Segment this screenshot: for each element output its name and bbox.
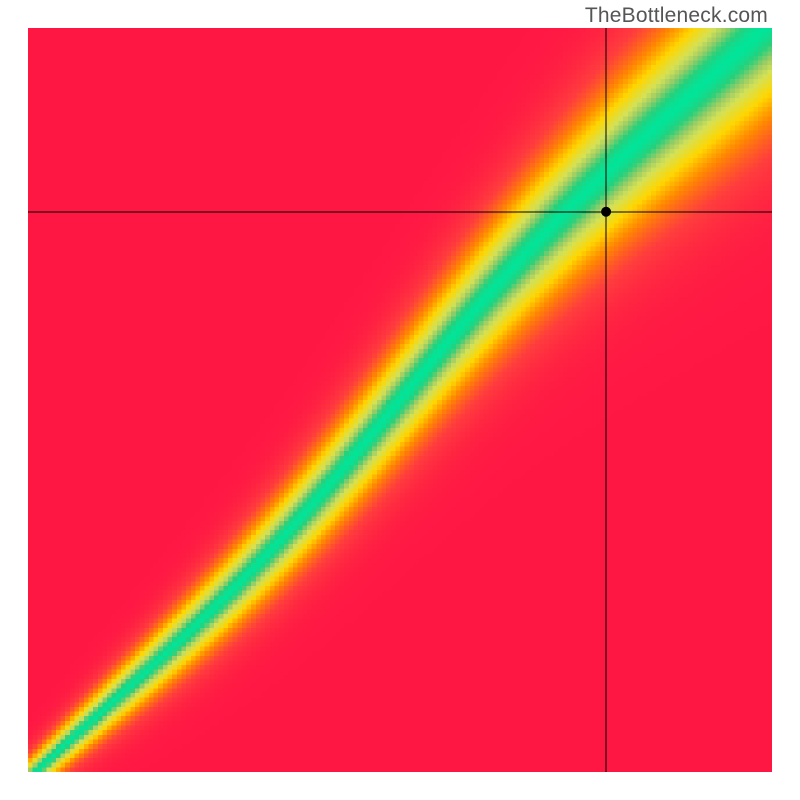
watermark-text: TheBottleneck.com bbox=[585, 4, 768, 28]
heatmap-canvas bbox=[28, 28, 772, 772]
heatmap-plot bbox=[28, 28, 772, 772]
